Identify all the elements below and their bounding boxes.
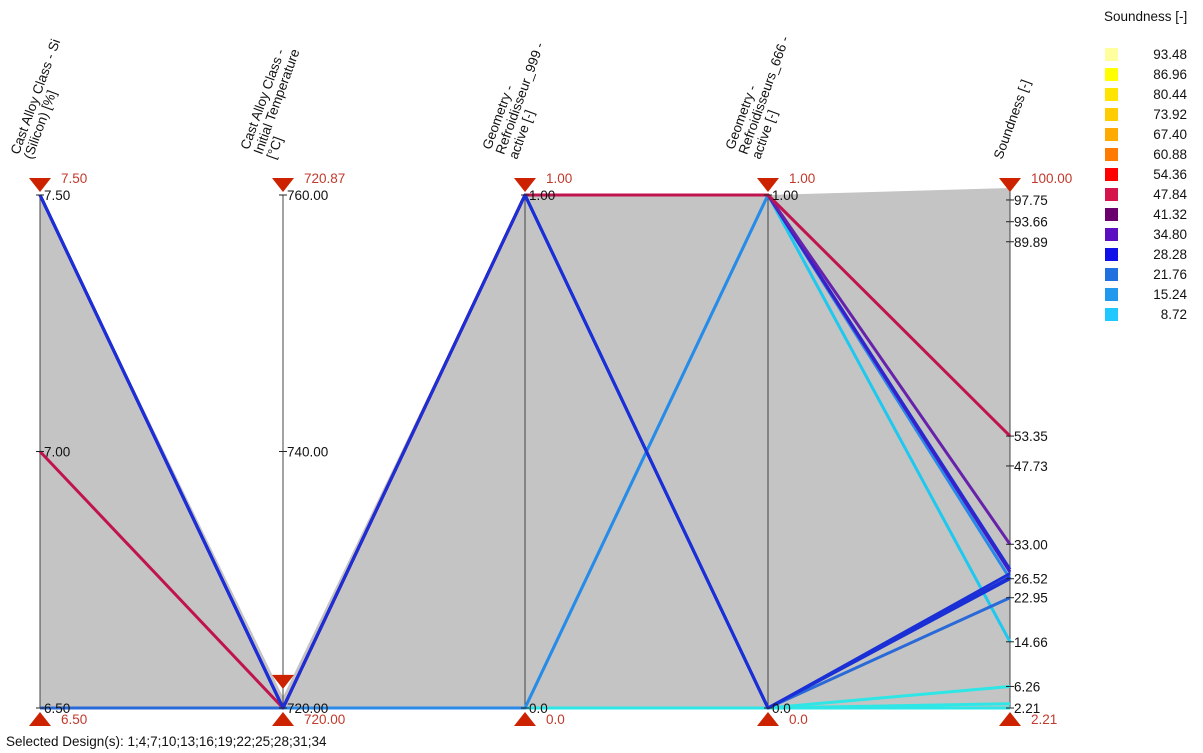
legend-swatch	[1105, 168, 1118, 181]
legend-swatch	[1105, 288, 1118, 301]
lower-range-marker[interactable]	[29, 712, 51, 726]
legend-label: 21.76	[1153, 267, 1187, 282]
lower-range-marker[interactable]	[757, 712, 779, 726]
legend-label: 93.48	[1153, 47, 1187, 62]
tick-label: 740.00	[287, 445, 328, 460]
tick-label: 22.95	[1014, 591, 1048, 606]
legend-label: 8.72	[1161, 307, 1187, 322]
upper-range-label: 1.00	[789, 171, 815, 186]
soundness-legend: Soundness [-] 93.48 86.96 80.44 73.92 67.40 60…	[1104, 9, 1187, 322]
tick-label: 0.0	[529, 701, 548, 716]
tick-label: 1.00	[529, 188, 555, 203]
tick-label: 97.75	[1014, 193, 1048, 208]
upper-range-marker[interactable]	[757, 178, 779, 192]
shade-region-4	[768, 188, 1010, 708]
legend-swatch	[1105, 108, 1118, 121]
legend-label: 80.44	[1153, 87, 1187, 102]
upper-range-label: 720.87	[304, 171, 345, 186]
tick-label: 720.00	[287, 701, 328, 716]
legend-swatch	[1105, 88, 1118, 101]
upper-range-marker[interactable]	[272, 178, 294, 192]
lower-range-label: 0.0	[546, 712, 565, 727]
axis-title-2: Cast Alloy Class -Initial Temperature[°C…	[237, 47, 302, 161]
legend-label: 73.92	[1153, 107, 1187, 122]
lower-range-label: 720.00	[304, 712, 345, 727]
tick-label: 33.00	[1014, 537, 1048, 552]
upper-range-marker[interactable]	[514, 178, 536, 192]
legend-swatch	[1105, 48, 1118, 61]
legend-label: 28.28	[1153, 247, 1187, 262]
tick-label: 7.50	[44, 188, 70, 203]
legend-label: 34.80	[1153, 227, 1187, 242]
tick-label: 6.26	[1014, 679, 1040, 694]
legend-label: 67.40	[1153, 127, 1187, 142]
axis-title-line: [°C]	[264, 135, 286, 161]
tick-label: 2.21	[1014, 701, 1040, 716]
legend-label: 60.88	[1153, 147, 1187, 162]
lower-range-label: 6.50	[61, 712, 87, 727]
upper-range-label: 7.50	[61, 171, 87, 186]
legend-swatch	[1105, 248, 1118, 261]
legend-swatch	[1105, 208, 1118, 221]
legend-title: Soundness [-]	[1104, 9, 1187, 24]
tick-label: 26.52	[1014, 572, 1048, 587]
legend-label: 15.24	[1153, 287, 1187, 302]
legend-swatch	[1105, 228, 1118, 241]
tick-label: 14.66	[1014, 635, 1048, 650]
upper-range-marker[interactable]	[999, 178, 1021, 192]
lower-range-marker[interactable]	[514, 712, 536, 726]
upper-filter-marker[interactable]	[272, 674, 294, 689]
tick-label: 1.00	[772, 188, 798, 203]
upper-range-marker[interactable]	[29, 178, 51, 192]
axis-title-1: Cast Alloy Class - Si(Silicon) [%]	[8, 37, 64, 161]
axis-ticks: 7.50 7.00 6.50 760.00 740.00 720.00 1.00 0.0 1.0…	[36, 188, 1048, 716]
tick-label: 0.0	[772, 701, 791, 716]
legend-swatch	[1105, 148, 1118, 161]
axis-title-line: Soundness [-]	[991, 78, 1034, 161]
legend-label: 47.84	[1153, 187, 1187, 202]
tick-label: 6.50	[44, 701, 70, 716]
legend-swatch	[1105, 308, 1118, 321]
lower-range-marker[interactable]	[272, 712, 294, 726]
legend-swatch	[1105, 188, 1118, 201]
axis-title-4: Geometry -Refroidisseurs_666 -active [-]	[722, 34, 792, 161]
tick-label: 93.66	[1014, 215, 1048, 230]
lower-range-marker[interactable]	[999, 712, 1021, 726]
range-markers[interactable]: 7.50 6.50 720.87 720.00 1.00 0.0 1.00 0.0 100.00…	[29, 171, 1072, 727]
tick-label: 53.35	[1014, 429, 1048, 444]
upper-range-label: 100.00	[1031, 171, 1072, 186]
legend-swatch	[1105, 68, 1118, 81]
axis-titles: Cast Alloy Class - Si(Silicon) [%] Cast A…	[8, 34, 1034, 161]
legend-swatch	[1105, 128, 1118, 141]
upper-range-label: 1.00	[546, 171, 572, 186]
legend-label: 86.96	[1153, 67, 1187, 82]
lower-range-label: 2.21	[1031, 712, 1057, 727]
legend-label: 54.36	[1153, 167, 1187, 182]
tick-label: 89.89	[1014, 235, 1048, 250]
tick-label: 7.00	[44, 445, 70, 460]
tick-label: 760.00	[287, 188, 328, 203]
lower-range-label: 0.0	[789, 712, 808, 727]
selected-designs-label: Selected Design(s): 1;4;7;10;13;16;19;22…	[6, 734, 327, 749]
legend-swatch	[1105, 268, 1118, 281]
axis-title-3: Geometry -Refroidisseur_999 -active [-]	[479, 40, 547, 161]
axis-title-5: Soundness [-]	[991, 78, 1034, 161]
legend-label: 41.32	[1153, 207, 1187, 222]
tick-label: 47.73	[1014, 459, 1048, 474]
